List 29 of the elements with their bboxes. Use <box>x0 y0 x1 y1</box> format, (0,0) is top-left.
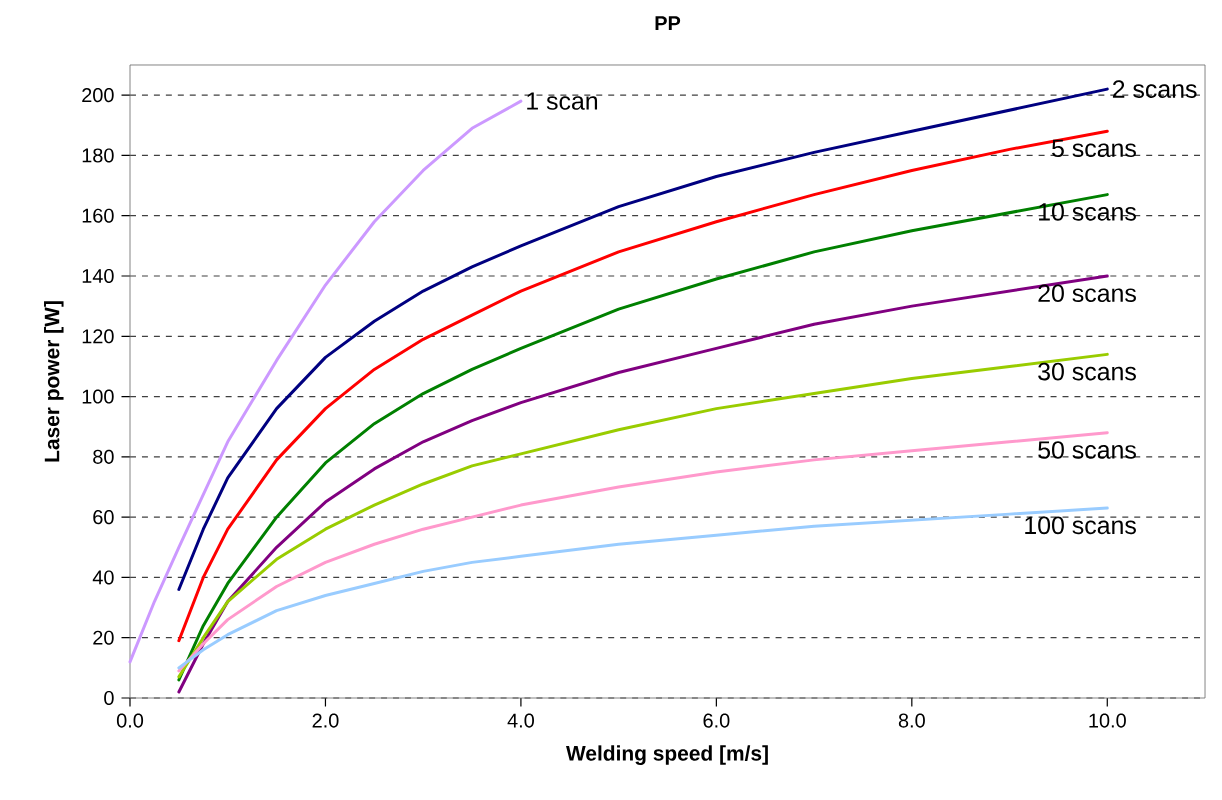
series-label: 5 scans <box>1052 139 1136 158</box>
series-label: 50 scans <box>1038 441 1136 459</box>
chart-title: PP <box>655 16 681 30</box>
y-tick-label: 140 <box>82 268 114 284</box>
y-axis-title: Laser power [W] <box>44 301 64 462</box>
series-label: 100 scans <box>1025 516 1136 535</box>
series-label: 10 scans <box>1039 203 1136 221</box>
x-axis-title: Welding speed [m/s] <box>566 745 768 765</box>
y-tick-label: 80 <box>93 449 114 464</box>
y-tick-label: 60 <box>93 510 114 525</box>
y-tick-label: 100 <box>82 389 114 404</box>
y-tick-label: 20 <box>93 630 114 645</box>
y-tick-label: 160 <box>82 208 114 223</box>
x-tick-label: 8.0 <box>898 713 925 728</box>
x-tick-label: 6.0 <box>703 713 730 728</box>
y-tick-label: 120 <box>82 329 114 344</box>
series-label: 30 scans <box>1038 362 1136 381</box>
y-tick-label: 200 <box>82 88 114 103</box>
x-tick-label: 2.0 <box>312 713 339 728</box>
y-tick-label: 40 <box>92 570 114 585</box>
series-label: 1 scan <box>527 92 598 110</box>
y-tick-label: 180 <box>82 148 114 163</box>
series-label: 2 scans <box>1112 80 1197 98</box>
x-tick-label: 4.0 <box>507 713 534 728</box>
series-label: 20 scans <box>1038 284 1136 303</box>
line-series <box>128 99 523 664</box>
y-tick-label: 0 <box>104 690 114 706</box>
x-tick-label: 0.0 <box>116 713 144 728</box>
x-tick-label: 10.0 <box>1089 713 1126 728</box>
